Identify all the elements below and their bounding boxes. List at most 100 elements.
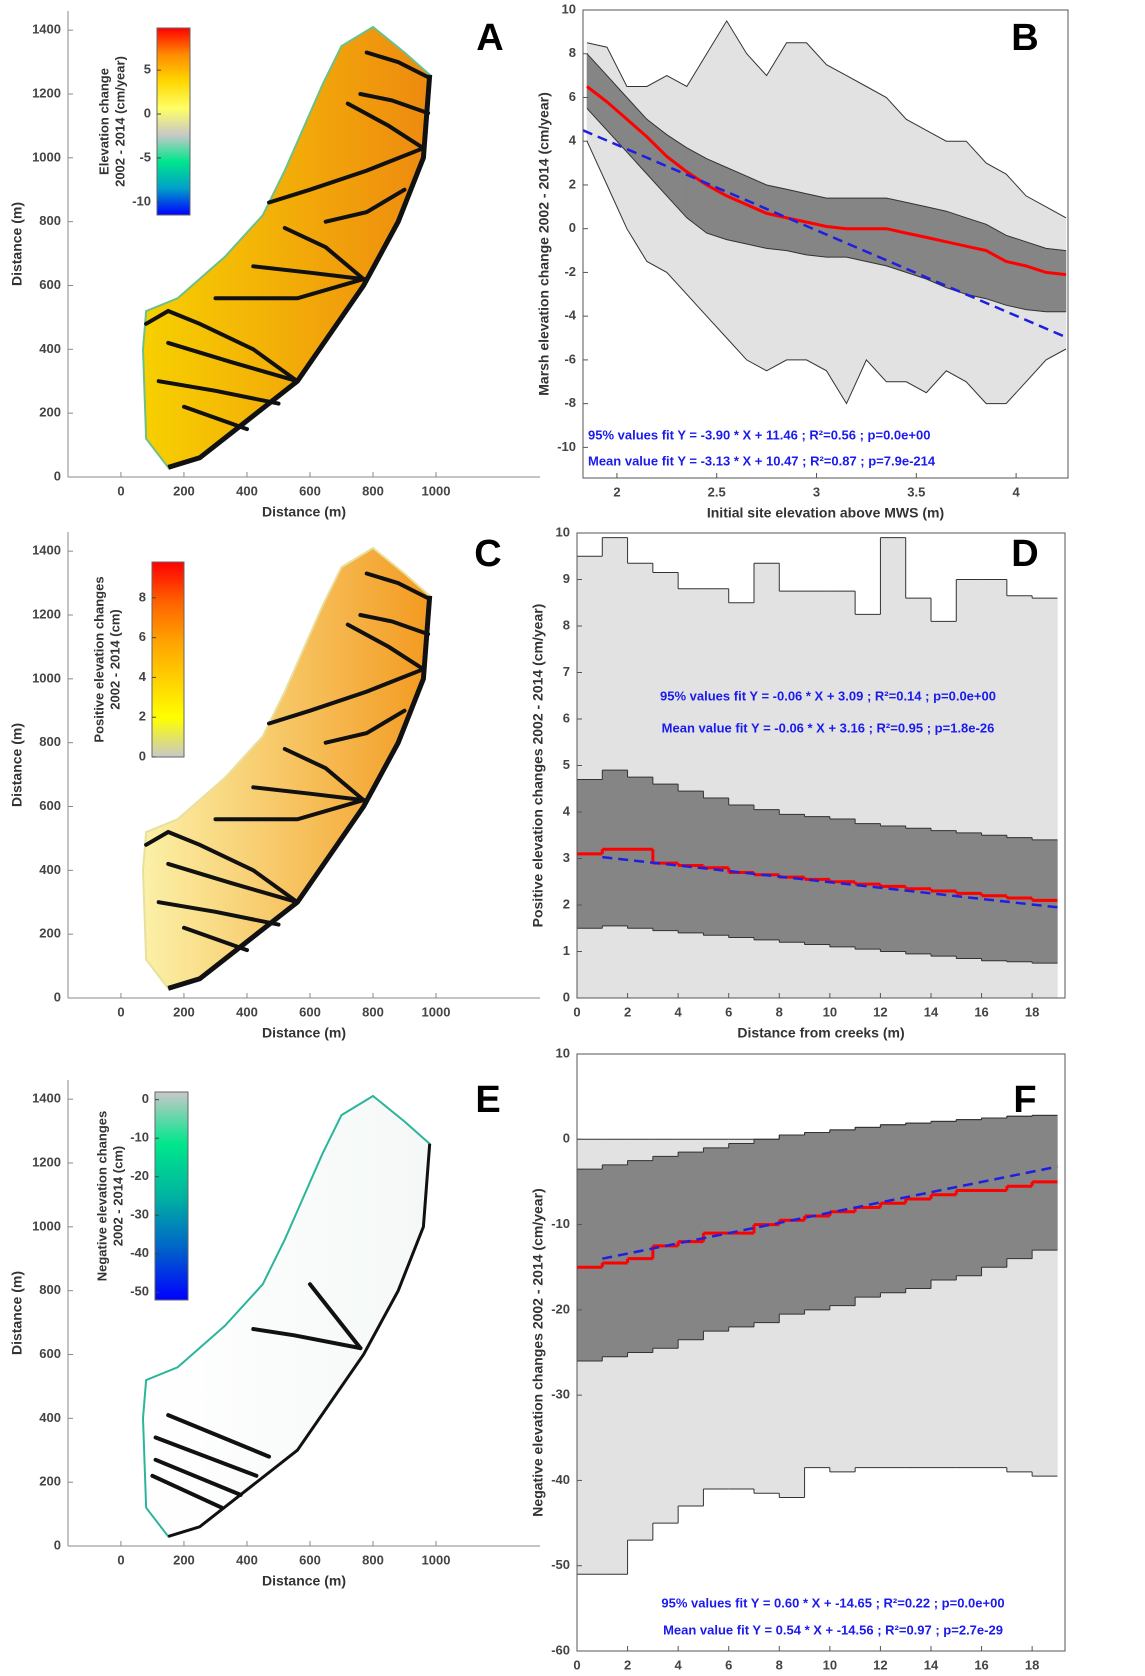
band-segment xyxy=(886,197,907,273)
fit-line xyxy=(602,1165,1058,1260)
x-tick-label: 10 xyxy=(823,1004,837,1019)
colorbar-tick-label: -10 xyxy=(130,1130,149,1145)
x-tick-label: 14 xyxy=(924,1004,939,1019)
band-segment xyxy=(905,1122,932,1289)
panel-letter: E xyxy=(475,1079,500,1121)
x-tick-label: 2 xyxy=(613,484,620,499)
band-segment xyxy=(854,1127,881,1298)
creek xyxy=(153,1457,243,1497)
y-tick-label: 200 xyxy=(39,926,61,941)
creek xyxy=(144,829,300,905)
y-tick-label: 600 xyxy=(39,1346,61,1361)
band-segment xyxy=(576,1168,603,1362)
colorbar-tick-label: 2 xyxy=(139,709,146,724)
x-tick-label: 4 xyxy=(675,1004,683,1019)
colorbar-label: 2002 - 2014 (cm/year) xyxy=(112,56,127,187)
y-tick-label: -4 xyxy=(564,308,576,323)
x-tick-label: 800 xyxy=(362,483,384,498)
y-tick-label: -10 xyxy=(551,1216,570,1231)
band-segment xyxy=(1045,248,1067,313)
band-segment xyxy=(981,1117,1008,1268)
panel-1: B 2 2.5 3 3.5 4 -10 -8 -6 -4 -2 0 2 4 6 8 10 95% values f… xyxy=(536,1,1069,521)
creek xyxy=(150,1473,224,1510)
band-segment xyxy=(946,210,967,295)
band-segment xyxy=(576,556,603,999)
fit-annotation: 95% values fit Y = -0.06 * X + 3.09 ; R²… xyxy=(660,688,996,703)
y-axis-label: Marsh elevation change 2002 - 2014 (cm/y… xyxy=(536,92,552,395)
colorbar-tick-label: 4 xyxy=(139,669,147,684)
y-tick-label: 3 xyxy=(563,850,570,865)
creek xyxy=(267,146,426,205)
band-segment xyxy=(602,537,628,999)
colorbar-tick-label: 6 xyxy=(139,629,146,644)
band-segment xyxy=(677,1151,704,1340)
band-segment xyxy=(1025,241,1047,313)
data-line xyxy=(586,19,1067,219)
creek xyxy=(213,798,366,822)
creek xyxy=(282,226,366,282)
y-axis-label: Distance (m) xyxy=(9,202,25,286)
colorbar-label: Elevation change xyxy=(96,68,111,175)
y-tick-label: -6 xyxy=(564,351,576,366)
band-segment xyxy=(677,790,704,934)
x-tick-label: 800 xyxy=(362,1004,384,1019)
y-tick-label: 7 xyxy=(563,664,570,679)
y-tick-label: -10 xyxy=(557,439,576,454)
x-tick-label: 0 xyxy=(117,483,124,498)
panel-2: C 0 2 4 6 8 Positive elevation changes 2002 - 2… xyxy=(9,532,540,1041)
band-segment xyxy=(728,602,755,999)
y-tick-label: 1000 xyxy=(32,670,61,685)
x-tick-label: 0 xyxy=(117,1552,124,1567)
x-tick-label: 2.5 xyxy=(708,484,726,499)
y-tick-label: 10 xyxy=(556,524,570,539)
creek xyxy=(345,101,426,151)
y-tick-label: 0 xyxy=(563,989,570,1004)
y-tick-label: 10 xyxy=(556,1045,570,1060)
colorbar-tick-label: 0 xyxy=(139,748,146,763)
band-segment xyxy=(728,1143,755,1328)
colorbar-tick-label: 8 xyxy=(139,589,146,604)
y-tick-label: 1400 xyxy=(32,1091,61,1106)
x-tick-label: 200 xyxy=(173,1552,195,1567)
y-tick-label: -60 xyxy=(551,1642,570,1657)
colorbar-tick-label: -5 xyxy=(139,149,151,164)
y-tick-label: 0 xyxy=(569,220,576,235)
panel-4: E -50 -40 -30 -20 -10 0 Negative elevation chan… xyxy=(9,1079,540,1589)
x-tick-label: 0 xyxy=(117,1004,124,1019)
data-line xyxy=(586,108,1066,313)
x-tick-label: 800 xyxy=(362,1552,384,1567)
y-tick-label: 600 xyxy=(39,277,61,292)
creek xyxy=(251,1327,363,1351)
band-segment xyxy=(703,1147,729,1332)
y-tick-label: 2 xyxy=(563,896,570,911)
colorbar-tick-label: -30 xyxy=(130,1207,149,1222)
x-tick-label: 10 xyxy=(823,1657,837,1672)
colorbar-tick-label: -10 xyxy=(132,193,151,208)
shoreline xyxy=(167,595,433,991)
band-segment xyxy=(866,197,887,267)
band-segment xyxy=(753,1139,780,1323)
y-tick-label: 400 xyxy=(39,1410,61,1425)
y-tick-label: 1400 xyxy=(32,22,61,37)
y-tick-label: 800 xyxy=(39,213,61,228)
colorbar-label: 2002 - 2014 (cm) xyxy=(110,1146,125,1246)
band-segment xyxy=(930,1121,957,1281)
y-tick-label: 4 xyxy=(569,133,577,148)
x-tick-label: 6 xyxy=(725,1004,732,1019)
x-tick-label: 0 xyxy=(573,1004,580,1019)
x-tick-label: 200 xyxy=(173,483,195,498)
band-segment xyxy=(906,202,927,280)
band-segment xyxy=(829,1129,856,1306)
y-tick-label: -40 xyxy=(551,1472,570,1487)
band-segment xyxy=(627,776,654,929)
x-tick-label: 12 xyxy=(873,1657,887,1672)
x-tick-label: 3.5 xyxy=(907,484,925,499)
y-tick-label: 1 xyxy=(563,943,570,958)
y-tick-label: -8 xyxy=(564,395,576,410)
colorbar-tick-label: 5 xyxy=(144,62,151,77)
y-axis-label: Positive elevation changes 2002 - 2014 (… xyxy=(530,604,546,928)
y-tick-label: 1000 xyxy=(32,1218,61,1233)
